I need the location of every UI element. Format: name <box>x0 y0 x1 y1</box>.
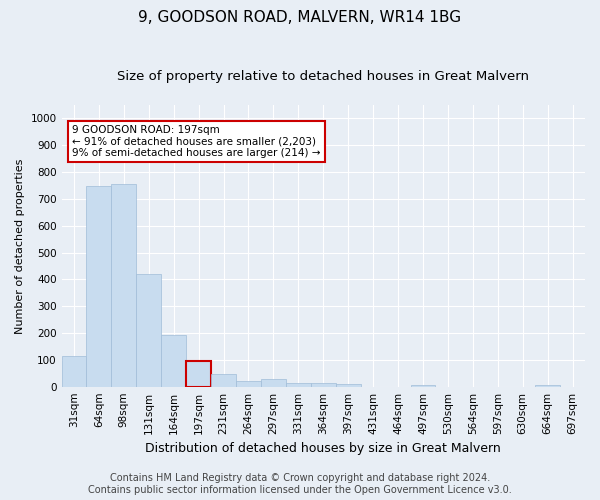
Bar <box>261 380 286 386</box>
Bar <box>86 186 112 386</box>
Text: Contains HM Land Registry data © Crown copyright and database right 2024.
Contai: Contains HM Land Registry data © Crown c… <box>88 474 512 495</box>
Bar <box>211 374 236 386</box>
Text: 9, GOODSON ROAD, MALVERN, WR14 1BG: 9, GOODSON ROAD, MALVERN, WR14 1BG <box>139 10 461 25</box>
Bar <box>311 384 336 386</box>
Bar <box>161 335 186 386</box>
Bar <box>112 184 136 386</box>
Bar <box>286 382 311 386</box>
Bar <box>410 384 436 386</box>
X-axis label: Distribution of detached houses by size in Great Malvern: Distribution of detached houses by size … <box>145 442 501 455</box>
Text: 9 GOODSON ROAD: 197sqm
← 91% of detached houses are smaller (2,203)
9% of semi-d: 9 GOODSON ROAD: 197sqm ← 91% of detached… <box>72 124 320 158</box>
Title: Size of property relative to detached houses in Great Malvern: Size of property relative to detached ho… <box>117 70 529 83</box>
Bar <box>62 356 86 386</box>
Y-axis label: Number of detached properties: Number of detached properties <box>15 158 25 334</box>
Bar <box>336 384 361 386</box>
Bar <box>535 384 560 386</box>
Bar <box>236 381 261 386</box>
Bar <box>136 274 161 386</box>
Bar <box>186 360 211 386</box>
